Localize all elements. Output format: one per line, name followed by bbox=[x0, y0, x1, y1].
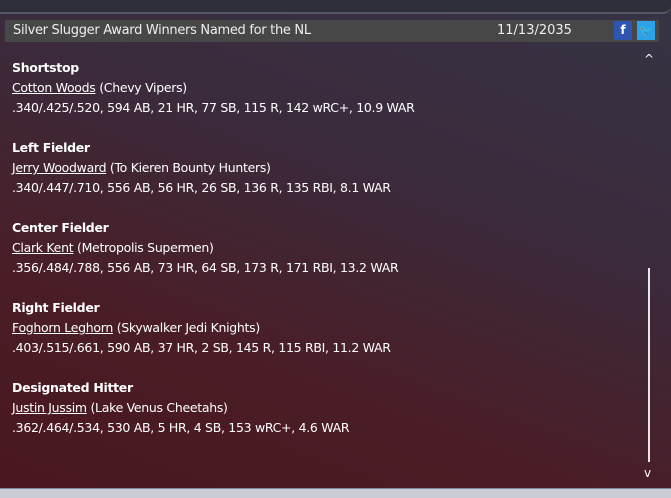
stat-line: .340/.447/.710, 556 AB, 56 HR, 26 SB, 13… bbox=[12, 180, 391, 195]
position-label: Right Fielder bbox=[12, 300, 100, 315]
scrollbar-thumb[interactable] bbox=[648, 268, 650, 462]
award-entry: Left Fielder Jerry Woodward (To Kieren B… bbox=[12, 138, 415, 218]
award-entry: Center Fielder Clark Kent (Metropolis Su… bbox=[12, 218, 415, 298]
news-date: 11/13/2035 bbox=[497, 23, 572, 38]
scroll-down-icon[interactable]: v bbox=[644, 466, 652, 480]
stat-line: .340/.425/.520, 594 AB, 21 HR, 77 SB, 11… bbox=[12, 100, 415, 115]
award-entry: Right Fielder Foghorn Leghorn (Skywalker… bbox=[12, 298, 415, 378]
stat-line: .356/.484/.788, 556 AB, 73 HR, 64 SB, 17… bbox=[12, 260, 399, 275]
news-header: Silver Slugger Award Winners Named for t… bbox=[5, 20, 659, 42]
team-label: (Skywalker Jedi Knights) bbox=[116, 320, 261, 335]
player-link[interactable]: Justin Jussim bbox=[12, 400, 87, 415]
news-body: Shortstop Cotton Woods (Chevy Vipers) .3… bbox=[12, 58, 415, 458]
stat-line: .362/.464/.534, 530 AB, 5 HR, 4 SB, 153 … bbox=[12, 420, 350, 435]
team-label: (Chevy Vipers) bbox=[99, 80, 187, 95]
scroll-up-icon[interactable]: ^ bbox=[644, 52, 655, 66]
facebook-icon[interactable]: f bbox=[614, 21, 632, 40]
award-entry: Designated Hitter Justin Jussim (Lake Ve… bbox=[12, 378, 415, 458]
news-title: Silver Slugger Award Winners Named for t… bbox=[13, 23, 311, 38]
bottom-bar bbox=[0, 488, 671, 498]
team-label: (To Kieren Bounty Hunters) bbox=[109, 160, 271, 175]
top-frame bbox=[0, 0, 671, 14]
position-label: Shortstop bbox=[12, 60, 79, 75]
team-label: (Metropolis Supermen) bbox=[77, 240, 214, 255]
player-link[interactable]: Foghorn Leghorn bbox=[12, 320, 113, 335]
stat-line: .403/.515/.661, 590 AB, 37 HR, 2 SB, 145… bbox=[12, 340, 391, 355]
award-entry: Shortstop Cotton Woods (Chevy Vipers) .3… bbox=[12, 58, 415, 138]
player-link[interactable]: Cotton Woods bbox=[12, 80, 96, 95]
player-link[interactable]: Jerry Woodward bbox=[12, 160, 107, 175]
position-label: Center Fielder bbox=[12, 220, 109, 235]
twitter-icon[interactable]: 🐦 bbox=[637, 21, 655, 40]
team-label: (Lake Venus Cheetahs) bbox=[90, 400, 228, 415]
player-link[interactable]: Clark Kent bbox=[12, 240, 74, 255]
position-label: Left Fielder bbox=[12, 140, 90, 155]
position-label: Designated Hitter bbox=[12, 380, 133, 395]
